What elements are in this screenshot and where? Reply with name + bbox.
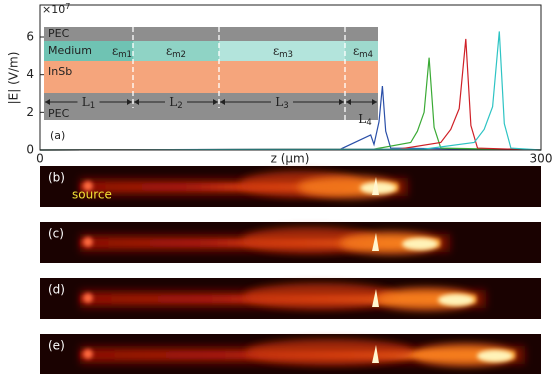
source-dot [83,237,93,247]
medium-label-symbol: ε [166,44,172,58]
source-label: source [72,188,112,202]
medium-2 [133,41,219,61]
medium-label: εm2 [166,44,186,60]
dim-bg [79,95,98,108]
x-tick-label: 300 [530,152,553,166]
length-label-sub: 1 [90,101,96,111]
spike [372,233,379,251]
y-tick-label: 2 [26,105,34,119]
medium-4 [345,41,378,61]
medium-label-sub: m4 [359,50,373,60]
hotspot [477,350,513,362]
spike [372,289,379,307]
length-label: L3 [275,95,288,111]
panel-label: (b) [48,171,65,185]
field-region [246,339,414,365]
x-tick-label: 0 [36,152,44,166]
insb-layer [44,61,378,93]
medium-label-symbol: ε [273,44,279,58]
panel-label: (c) [48,227,64,241]
y-tick-label: 4 [26,67,34,81]
length-label-symbol: L [169,95,177,109]
medium-label: εm4 [353,44,373,60]
medium-label-sub: m1 [118,50,132,60]
spike [372,177,379,195]
series-line [39,57,542,151]
multiplier: ×107 [42,2,70,17]
medium-label-symbol: ε [112,44,118,58]
length-label-symbol: L [82,95,90,109]
medium-label-symbol: ε [353,44,359,58]
series-line [39,31,542,151]
field-map [40,166,541,207]
waveguide [80,183,398,191]
medium-label: εm3 [273,44,293,60]
field-region [244,283,396,309]
layer-label: InSb [48,65,72,78]
panel-label: (e) [48,339,65,353]
x-axis-label: z (μm) [271,152,310,166]
medium-1 [44,41,133,61]
layer-label: PEC [48,107,70,120]
medium-label: εm1 [112,44,132,60]
layer-label: Medium [48,44,92,57]
source-dot [83,349,93,359]
y-tick-label: 0 [26,143,34,157]
y-tick-label: 6 [26,30,34,44]
length-label: L1 [82,95,95,111]
length-label-sub: 2 [177,101,183,111]
axes-frame [39,4,542,151]
length-label-sub: 4 [366,118,372,128]
series-line [39,85,542,151]
length-label: L2 [169,95,182,111]
length-label-symbol: L [275,95,283,109]
dim-bg [273,95,291,108]
length-label-sub: 3 [283,101,289,111]
field-map [40,334,541,374]
multiplier-exponent: 7 [65,2,70,11]
hotspot [360,182,396,194]
source-dot [83,293,93,303]
panel-label: (d) [48,283,65,297]
medium-3 [219,41,345,61]
field-map [40,222,541,263]
length-label: L4 [358,112,371,128]
field-map [40,278,541,319]
y-axis-label: |E| (V/m) [7,52,21,105]
panel-label: (a) [50,129,65,142]
hotspot [402,238,438,250]
pec-layer [44,27,378,41]
hotspot [438,294,474,306]
dim-bg [167,95,185,108]
pec-layer [44,93,378,120]
medium-label-sub: m3 [279,50,293,60]
inset-diagram [44,27,378,125]
multiplier-base: ×10 [42,3,65,16]
layer-label: PEC [48,27,70,40]
source-dot [83,181,93,191]
medium-label-sub: m2 [172,50,186,60]
length-label-symbol: L [358,112,366,126]
spike [372,345,379,363]
